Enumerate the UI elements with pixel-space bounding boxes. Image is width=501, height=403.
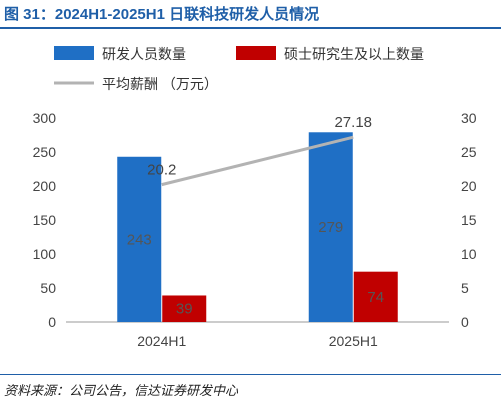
bars xyxy=(117,132,398,322)
legend-label: 硕士研究生及以上数量 xyxy=(284,46,424,62)
line-data-label: 27.18 xyxy=(334,114,372,131)
bar-data-label: 243 xyxy=(127,231,152,248)
y-right-tick-label: 20 xyxy=(461,178,477,194)
legend-swatch xyxy=(54,46,94,60)
y-left-tick-label: 50 xyxy=(40,280,56,296)
source-note: 资料来源：公司公告，信达证券研发中心 xyxy=(4,384,239,399)
line-data-label: 20.2 xyxy=(147,162,176,179)
title-rule xyxy=(0,27,501,29)
y-right-tick-label: 0 xyxy=(461,314,469,330)
line-path xyxy=(161,135,354,187)
bar-data-label: 74 xyxy=(367,289,384,306)
data-labels: 243 39 279 74 20.2 27.18 xyxy=(127,114,384,318)
legend-label: 平均薪酬 （万元） xyxy=(102,76,218,92)
y-right-tick-label: 25 xyxy=(461,144,477,160)
bar-data-label: 39 xyxy=(176,301,193,318)
bar xyxy=(162,295,207,322)
bar xyxy=(353,271,398,322)
y-left-tick-label: 200 xyxy=(33,178,57,194)
y-left-tick-label: 250 xyxy=(33,144,57,160)
x-tick-label: 2025H1 xyxy=(329,333,378,349)
line-series xyxy=(161,135,354,187)
legend-label: 研发人员数量 xyxy=(102,46,186,62)
y-right-tick-label: 30 xyxy=(461,110,477,126)
x-tick-label: 2024H1 xyxy=(137,333,186,349)
y-right-tick-label: 5 xyxy=(461,280,469,296)
y-right-tick-label: 10 xyxy=(461,246,477,262)
y-right-tick-label: 15 xyxy=(461,212,477,228)
bar-data-label: 279 xyxy=(318,219,343,236)
bar xyxy=(308,132,353,322)
legend-swatch xyxy=(236,46,276,60)
y-left-tick-label: 100 xyxy=(33,246,57,262)
bar xyxy=(117,156,162,322)
y-left-tick-label: 300 xyxy=(33,110,57,126)
y-left-tick-label: 150 xyxy=(33,212,57,228)
figure-title: 图 31：2024H1-2025H1 日联科技研发人员情况 xyxy=(4,6,320,23)
axes: 0 50 100 150 200 250 300 0 5 10 15 20 25 30 2024H1 2025… xyxy=(33,110,477,349)
source-rule xyxy=(0,374,501,375)
y-left-tick-label: 0 xyxy=(48,314,56,330)
